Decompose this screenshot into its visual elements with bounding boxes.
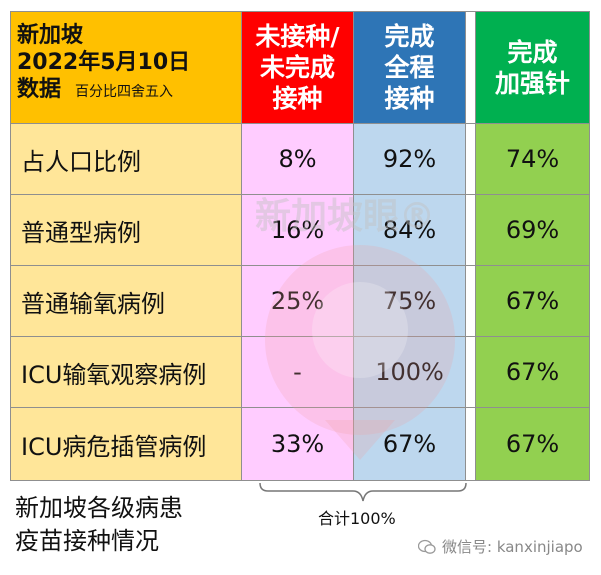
column-gap (465, 123, 476, 195)
column-gap (465, 194, 476, 266)
header-title-line2: 2022年5月10日 (17, 50, 191, 75)
header-unvaccinated-line2: 未完成 (259, 53, 335, 82)
column-gap (465, 407, 476, 481)
table-row: ICU输氧观察病例 - 100% 67% (10, 336, 590, 408)
cell-unvaccinated: 16% (241, 194, 354, 266)
cell-full: 92% (353, 123, 466, 195)
table-row: 普通输氧病例 25% 75% 67% (10, 265, 590, 337)
cell-unvaccinated: - (241, 336, 354, 408)
header-full: 完成 全程 接种 (353, 11, 466, 124)
header-full-line2: 全程 (384, 53, 435, 82)
cell-unvaccinated: 25% (241, 265, 354, 337)
sum-brace (259, 482, 467, 502)
cell-booster: 67% (475, 265, 590, 337)
column-gap (465, 11, 476, 124)
cell-booster: 74% (475, 123, 590, 195)
row-label: 普通输氧病例 (10, 265, 242, 337)
cell-unvaccinated: 33% (241, 407, 354, 481)
wechat-label: 微信号: kanxinjiapo (442, 538, 583, 556)
header-title-cell: 新加坡 2022年5月10日 数据 百分比四舍五入 (10, 11, 242, 124)
vaccination-table: 新加坡 2022年5月10日 数据 百分比四舍五入 未接种/ 未完成 接种 完成… (10, 11, 590, 481)
table-row: 占人口比例 8% 92% 74% (10, 123, 590, 195)
header-booster: 完成 加强针 (475, 11, 590, 124)
column-gap (465, 265, 476, 337)
header-unvaccinated: 未接种/ 未完成 接种 (241, 11, 354, 124)
cell-booster: 69% (475, 194, 590, 266)
wechat-icon (418, 539, 436, 554)
table-row: 普通型病例 16% 84% 69% (10, 194, 590, 266)
header-booster-line1: 完成 (507, 37, 558, 67)
caption: 新加坡各级病患 疫苗接种情况 (15, 492, 183, 558)
header-unvaccinated-line3: 接种 (272, 84, 323, 113)
header-full-line3: 接种 (384, 84, 435, 113)
cell-booster: 67% (475, 336, 590, 408)
sum-label: 合计100% (318, 509, 396, 528)
row-label: 占人口比例 (10, 123, 242, 195)
header-unvaccinated-line1: 未接种/ (255, 22, 340, 51)
header-title-line3: 数据 (17, 77, 62, 102)
header-title-line1: 新加坡 (17, 23, 84, 48)
row-label: ICU病危插管病例 (10, 407, 242, 481)
row-label: 普通型病例 (10, 194, 242, 266)
cell-full: 75% (353, 265, 466, 337)
header-row: 新加坡 2022年5月10日 数据 百分比四舍五入 未接种/ 未完成 接种 完成… (10, 11, 590, 124)
cell-booster: 67% (475, 407, 590, 481)
wechat-id: 微信号: kanxinjiapo (418, 536, 583, 557)
header-full-line1: 完成 (384, 22, 435, 51)
caption-line2: 疫苗接种情况 (15, 527, 159, 555)
header-booster-line2: 加强针 (494, 68, 570, 98)
table-row: ICU病危插管病例 33% 67% 67% (10, 407, 590, 481)
cell-full: 84% (353, 194, 466, 266)
cell-full: 67% (353, 407, 466, 481)
column-gap (465, 336, 476, 408)
header-note: 百分比四舍五入 (75, 84, 174, 100)
caption-line1: 新加坡各级病患 (15, 494, 183, 522)
cell-full: 100% (353, 336, 466, 408)
row-label: ICU输氧观察病例 (10, 336, 242, 408)
cell-unvaccinated: 8% (241, 123, 354, 195)
